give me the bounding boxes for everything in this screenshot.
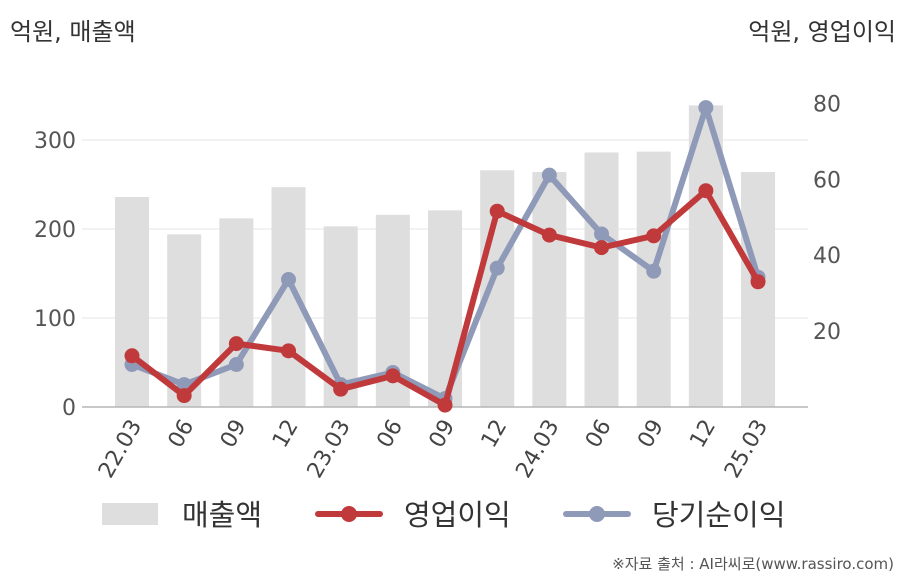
x-tick-label: 12	[477, 416, 513, 453]
data-point	[176, 388, 192, 404]
data-point	[541, 227, 557, 243]
legend-marker	[341, 506, 357, 522]
x-tick-label: 09	[425, 416, 461, 453]
legend-label: 매출액	[182, 498, 262, 532]
x-tick-label: 25.03	[720, 416, 773, 483]
data-point	[281, 271, 297, 287]
bar	[428, 210, 463, 407]
legend-marker	[589, 506, 605, 522]
left-tick-label: 300	[34, 129, 76, 154]
x-tick-label: 24.03	[511, 416, 564, 483]
data-point	[281, 343, 297, 359]
right-tick-label: 80	[813, 92, 841, 117]
right-axis-unit: 억원, 영업이익	[748, 18, 896, 46]
data-point	[385, 368, 401, 384]
data-point	[541, 167, 557, 183]
x-tick-label: 09	[633, 416, 669, 453]
data-point	[228, 336, 244, 352]
data-point	[698, 100, 714, 116]
bar	[219, 218, 254, 407]
x-tick-label: 06	[372, 416, 408, 453]
right-tick-label: 20	[813, 320, 841, 345]
data-point	[646, 263, 662, 279]
right-tick-label: 60	[813, 168, 841, 193]
left-tick-label: 100	[34, 307, 76, 332]
data-point	[698, 183, 714, 199]
left-tick-label: 0	[62, 396, 76, 421]
data-point	[594, 240, 610, 256]
left-axis-unit: 억원, 매출액	[10, 18, 136, 46]
bar	[584, 152, 619, 407]
data-point	[489, 260, 505, 276]
bar	[532, 172, 567, 407]
bar	[115, 196, 149, 407]
bar	[688, 105, 723, 408]
data-point	[489, 203, 505, 219]
right-tick-label: 40	[813, 244, 841, 269]
bar	[741, 172, 776, 407]
left-tick-label: 200	[34, 218, 76, 243]
x-tick-label: 22.03	[94, 416, 147, 483]
x-tick-label: 06	[581, 416, 617, 453]
data-point	[437, 397, 453, 413]
data-point	[594, 226, 610, 242]
x-tick-label: 06	[164, 416, 200, 453]
legend-label: 당기순이익	[652, 498, 785, 532]
data-point	[646, 228, 662, 244]
data-point	[750, 274, 766, 290]
data-point	[228, 356, 244, 372]
legend-label: 영업이익	[404, 498, 511, 532]
data-point	[333, 381, 349, 397]
x-tick-label: 23.03	[303, 416, 356, 483]
x-tick-label: 12	[685, 416, 721, 453]
x-tick-label: 09	[216, 416, 252, 453]
bar	[323, 226, 358, 407]
data-point	[124, 348, 140, 364]
x-tick-label: 12	[268, 416, 304, 453]
bar	[636, 151, 671, 407]
legend-swatch	[102, 503, 158, 525]
source-note: ※자료 출처 : AI라씨로(www.rassiro.com)	[612, 555, 894, 573]
